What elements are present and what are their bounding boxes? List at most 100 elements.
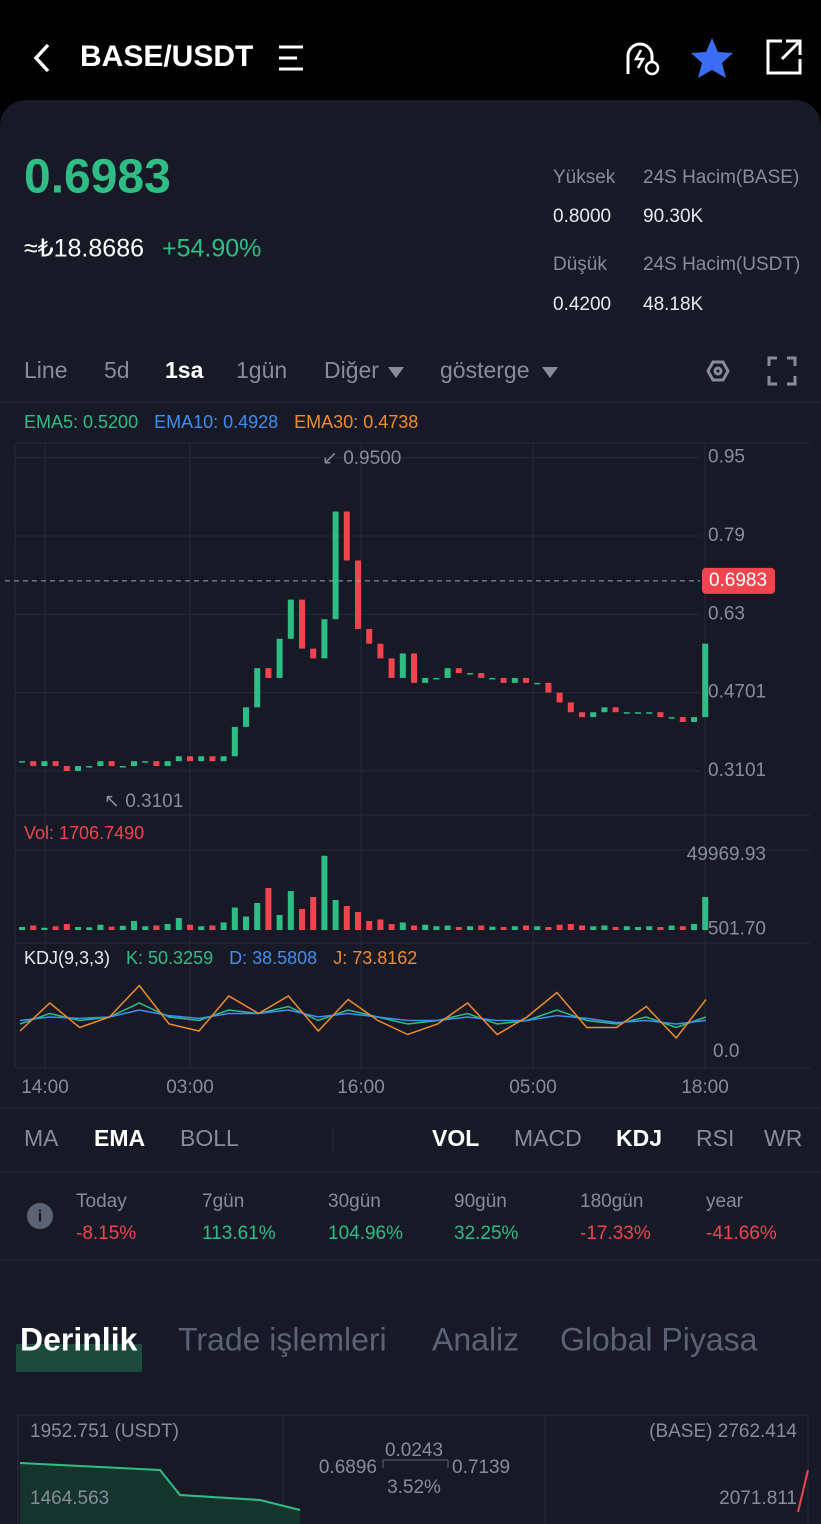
section-tab[interactable]: Global Piyasa (560, 1321, 758, 1357)
candle (478, 673, 485, 678)
volume-bar (433, 926, 440, 930)
pair-menu[interactable] (279, 45, 303, 71)
candle (623, 712, 630, 714)
fiat-price: ≈₺18.8686 (24, 235, 144, 263)
interval-tab[interactable]: gösterge (440, 357, 530, 383)
interval-tab[interactable]: Line (24, 357, 67, 383)
sub-indicator-tab[interactable]: MACD (514, 1125, 582, 1151)
volume-bar (142, 926, 149, 930)
dropdown-caret (388, 367, 404, 378)
candle (668, 717, 675, 719)
depth-spread: 0.0243 (385, 1440, 443, 1461)
stat-label: 24S Hacim(USDT) (643, 254, 800, 275)
y-tick-label: 49969.93 (687, 844, 766, 865)
volume-bar (153, 925, 160, 930)
share-icon[interactable] (766, 39, 802, 75)
last-price: 0.6983 (24, 151, 171, 204)
volume-bar (612, 927, 619, 930)
candle (30, 761, 37, 767)
depth-label: (BASE) 2762.414 (649, 1421, 797, 1442)
kdj-line (19, 1002, 707, 1029)
sub-indicator-tab[interactable]: KDJ (616, 1125, 662, 1151)
y-tick-label: 0.95 (708, 447, 745, 468)
alert-icon[interactable] (626, 42, 660, 76)
settings-icon[interactable] (706, 360, 730, 382)
performance-label: year (706, 1191, 744, 1212)
section-tab[interactable]: Trade işlemleri (178, 1321, 387, 1357)
dropdown-caret (542, 367, 558, 378)
candle (198, 756, 205, 762)
volume-bar (657, 927, 664, 930)
section-tab[interactable]: Derinlik (20, 1321, 138, 1357)
candle (612, 707, 619, 713)
candle (299, 599, 305, 649)
volume-bar (276, 915, 283, 930)
volume-bar (534, 926, 541, 930)
candle (19, 761, 25, 763)
depth-bid-area (20, 1463, 300, 1524)
volume-bar (489, 926, 496, 930)
volume-bar (702, 897, 709, 930)
interval-tab[interactable]: 1sa (165, 357, 204, 383)
volume-bar (175, 918, 182, 930)
main-indicator-tab[interactable]: BOLL (180, 1125, 239, 1151)
depth-ask: 0.7139 (452, 1457, 510, 1478)
candle (75, 766, 81, 771)
candle (646, 712, 653, 714)
performance-value: 32.25% (454, 1223, 519, 1244)
candle (63, 766, 70, 771)
candle (142, 761, 149, 763)
volume-bar (30, 925, 37, 930)
indicator-legend: EMA5: 0.5200 (24, 412, 138, 432)
performance-label: 180gün (580, 1191, 643, 1212)
volume-bar (668, 925, 675, 930)
volume-bar (679, 926, 686, 930)
sub-indicator-tab[interactable]: VOL (432, 1125, 479, 1151)
volume-bar (108, 926, 115, 930)
favorite-star[interactable] (691, 38, 733, 78)
candle (287, 599, 294, 639)
kdj-legend: KDJ(9,3,3) (24, 948, 110, 968)
candle (220, 756, 227, 762)
performance-value: 113.61% (202, 1223, 276, 1244)
last-price-tag (702, 567, 775, 594)
stat-value: 0.4200 (553, 294, 611, 315)
time-label: 14:00 (21, 1077, 69, 1098)
stat-label: Düşük (553, 254, 607, 275)
candle (556, 692, 563, 703)
candle (41, 761, 48, 767)
section-tab[interactable]: Analiz (432, 1321, 519, 1357)
depth-box (17, 1414, 809, 1524)
info-glyph: i (38, 1206, 43, 1225)
performance-value: -8.15% (76, 1223, 136, 1244)
volume-bar (52, 926, 59, 930)
candle (164, 761, 171, 767)
candle (511, 677, 518, 683)
candle (444, 668, 451, 678)
time-label: 16:00 (337, 1077, 385, 1098)
interval-tab[interactable]: Diğer (324, 357, 379, 383)
volume-bar (590, 926, 597, 930)
info-icon[interactable] (27, 1203, 53, 1229)
indicator-legend: EMA10: 0.4928 (154, 412, 278, 432)
kdj-legend: K: 50.3259 (126, 948, 213, 968)
candle (411, 653, 417, 683)
fullscreen-icon[interactable] (767, 356, 797, 386)
sub-indicator-tab[interactable]: WR (764, 1125, 802, 1151)
back-button[interactable] (33, 43, 50, 73)
candle (534, 682, 541, 685)
main-indicator-tab[interactable]: MA (24, 1125, 59, 1151)
candle (310, 648, 317, 659)
volume-bar (478, 925, 485, 930)
volume-bar (455, 927, 462, 930)
interval-tab[interactable]: 1gün (236, 357, 287, 383)
y-tick-label: 0.79 (708, 525, 745, 546)
interval-tab[interactable]: 5d (104, 357, 130, 383)
candle (153, 761, 160, 767)
main-indicator-tab[interactable]: EMA (94, 1125, 145, 1151)
candle (467, 673, 473, 675)
sub-indicator-tab[interactable]: RSI (696, 1125, 734, 1151)
candle (579, 712, 585, 718)
volume-bar (355, 912, 361, 930)
candle (399, 653, 406, 678)
